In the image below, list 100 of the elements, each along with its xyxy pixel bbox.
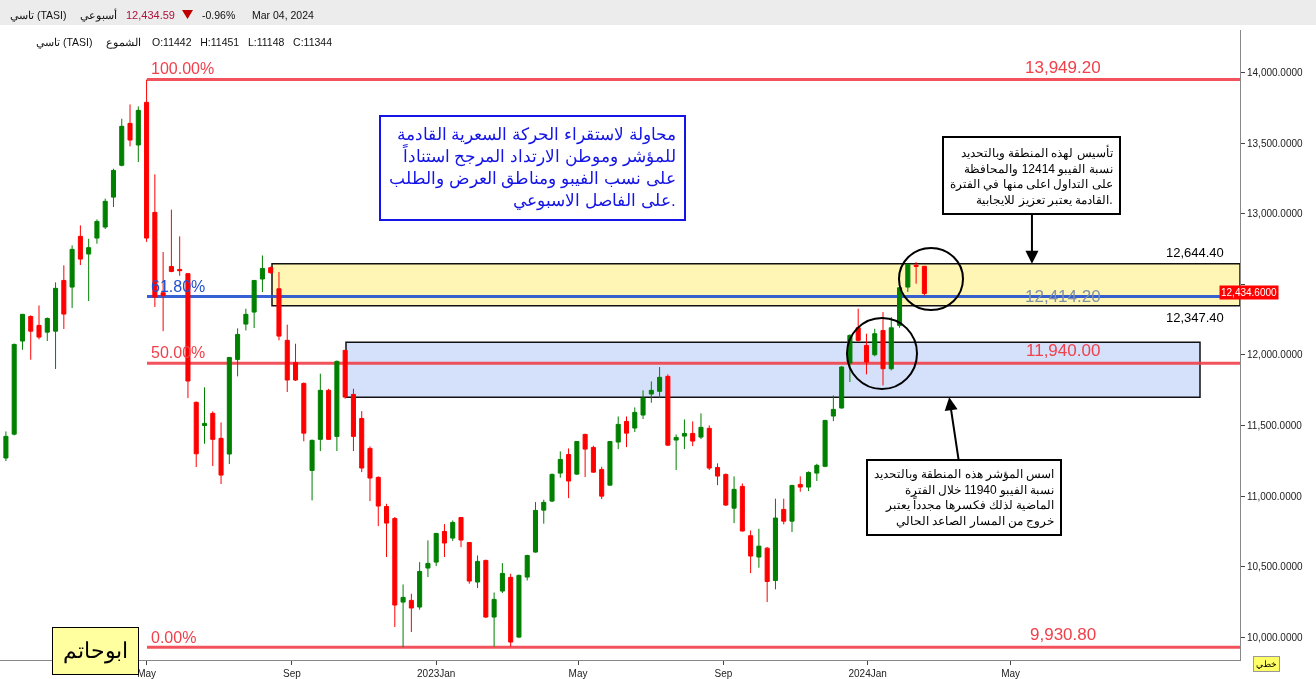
candlestick [723,473,729,507]
candlestick [77,224,83,266]
candlestick [698,412,704,440]
text: Mar 04, 2024 [252,9,315,21]
candlestick [127,103,133,147]
annotation: محاولة لاستقراء الحركة السعرية القادمة للمؤشر وموطن الارتداد المرجح استناداً على نسب الفيبو ومناطق العرض والطلب على الفاصل الاسبوعي. [389,125,676,212]
candlestick [483,559,489,619]
text: أسبوعي [80,8,117,22]
annotation: 12,644.40 [1166,245,1224,260]
candlestick [3,430,9,462]
y-tick-label: 12,000.0000 [1247,349,1304,361]
candlestick [144,79,150,243]
candlestick [268,266,274,275]
candlestick [516,574,522,639]
candlestick [541,499,547,525]
y-tick-label: 11,000.0000 [1247,490,1303,502]
candlestick [110,168,117,208]
ref-line-label: 11,940.00 [1026,341,1101,360]
candlestick [53,281,59,370]
candlestick [921,265,927,296]
candlestick [607,440,613,487]
candlestick [615,415,621,450]
candlestick [19,313,25,351]
y-tick-label: 10,000.0000 [1247,631,1304,643]
candlestick [872,328,878,357]
candlestick [640,389,646,420]
candlestick [425,539,431,578]
candlestick [731,475,737,524]
candlestick [524,554,530,581]
candlestick [44,316,50,342]
candlestick [582,433,588,478]
candlestick [251,279,257,329]
y-tick-label: 13,500.0000 [1247,137,1304,149]
candlestick [218,421,224,485]
candlestick [441,523,447,558]
candlestick [499,562,505,594]
candlestick [789,484,795,533]
candlestick [475,554,481,589]
candlestick [384,503,390,558]
candlestick [822,419,828,468]
candlestick [11,343,17,436]
candlestick [665,373,671,447]
candlestick [102,198,108,230]
candlestick [433,532,439,567]
candlestick [673,433,679,471]
candlestick [359,410,365,473]
annotation: الشموع [106,36,141,49]
candlestick [706,424,712,471]
text: خطي [1256,659,1277,669]
candlestick [781,498,787,525]
candlestick [532,501,539,554]
candlestick [913,261,919,285]
annotation: تاسي (TASI) [36,36,93,49]
candlestick [714,462,721,486]
candlestick [210,410,216,467]
x-tick-label: 2024Jan [848,668,887,679]
candlestick [301,381,307,442]
candlestick [657,366,663,399]
candlestick [764,546,770,603]
candlestick [309,439,315,501]
candlestick [334,360,340,452]
x-tick-label: 2023Jan [417,668,456,679]
candlestick [681,418,687,450]
x-tick-label: Sep [283,668,302,679]
candlestick [797,475,803,493]
x-tick-label: Sep [714,668,733,679]
candlestick [648,380,654,404]
candlestick [574,440,580,476]
text: تاسي (TASI) [10,9,67,22]
candlestick [739,482,745,532]
candlestick [756,528,762,569]
candlestick [508,573,514,648]
candlestick [566,447,572,499]
candlestick [317,373,323,452]
candlestick [292,343,299,382]
candlestick [458,516,464,548]
x-tick-label: May [1001,668,1021,679]
candlestick [880,311,886,386]
candlestick [417,561,423,611]
y-tick-label: 13,000.0000 [1247,208,1304,220]
candlestick [235,327,241,377]
candlestick [168,209,174,273]
candlestick [193,401,199,468]
annotation: O:11442 H:11451 L:11148 C:11344 [152,36,333,48]
candlestick [888,316,894,371]
candlestick [855,308,861,342]
candlestick [61,264,67,330]
candlestick [549,473,555,503]
annotation: 12,347.40 [1166,310,1224,325]
candlestick [690,420,696,447]
candlestick [367,445,373,502]
candlestick [226,356,232,465]
y-tick-label: 10,500.0000 [1247,561,1304,573]
candlestick [350,388,356,452]
candlestick [599,466,605,500]
annotation: تأسيس لهذه المنطقة وبالتحديد نسبة الفيبو 12414 والمحافظة على التداول اعلى منها في الفترة القادمة يعتبر تعزيز للايجابية. [950,144,1113,207]
annotation: 100.00% [151,60,215,77]
candlestick [326,388,332,441]
candlestick [491,591,497,648]
candlestick [135,105,141,163]
